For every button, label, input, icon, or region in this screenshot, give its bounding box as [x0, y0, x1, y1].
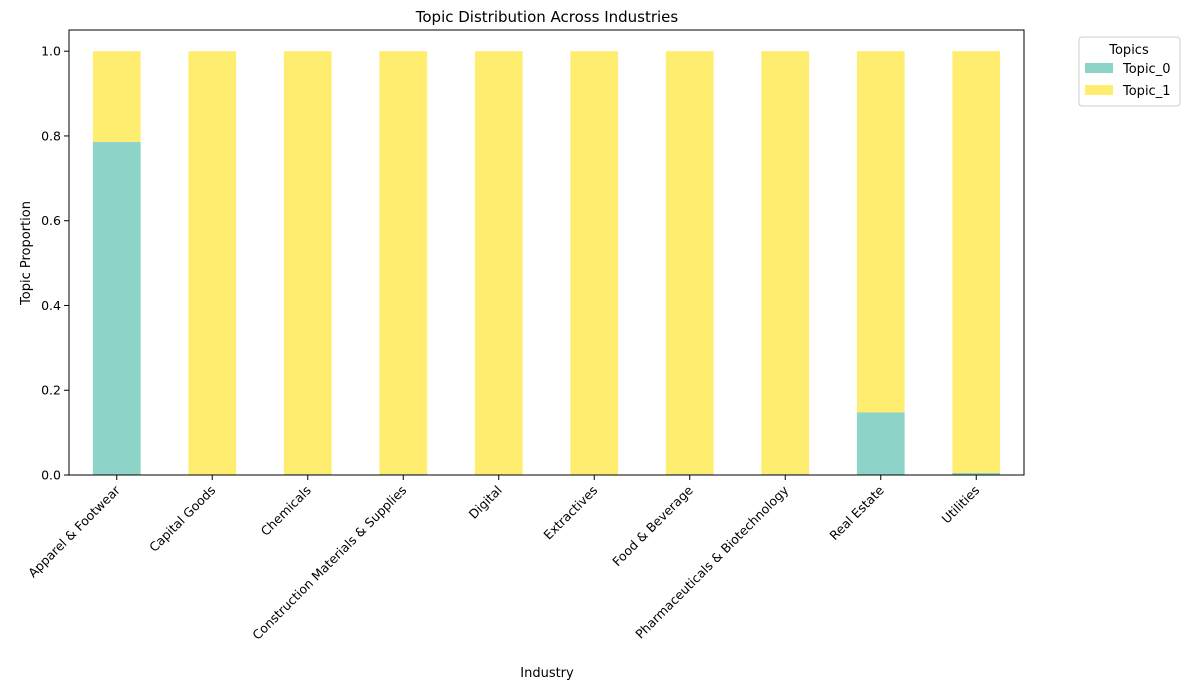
x-tick-label: Capital Goods — [146, 483, 218, 555]
bar-topic_1-8 — [856, 51, 905, 413]
y-tick-label: 0.8 — [41, 128, 61, 143]
x-tick-label: Real Estate — [826, 482, 887, 543]
x-tick-label: Pharmaceuticals & Biotechnology — [632, 482, 792, 642]
x-axis-label: Industry — [520, 666, 574, 681]
legend-title: Topics — [1108, 43, 1149, 58]
x-tick-label: Apparel & Footwear — [25, 482, 124, 581]
bar-topic_1-0 — [92, 51, 141, 142]
bar-topic_1-7 — [761, 51, 810, 475]
y-tick-label: 1.0 — [41, 44, 61, 59]
legend-label-topic_0: Topic_0 — [1122, 62, 1170, 77]
x-tick-label: Construction Materials & Supplies — [249, 483, 409, 643]
x-tick-label: Food & Beverage — [609, 482, 696, 569]
legend-label-topic_1: Topic_1 — [1122, 84, 1170, 99]
y-tick-label: 0.4 — [41, 298, 61, 313]
bar-topic_1-2 — [283, 51, 332, 475]
y-tick-label: 0.2 — [41, 383, 61, 398]
bar-topic_0-8 — [856, 412, 905, 475]
bar-topic_0-9 — [952, 472, 1001, 475]
bar-topic_1-6 — [665, 51, 714, 475]
y-tick-label: 0.0 — [41, 468, 61, 483]
bar-topic_1-9 — [952, 51, 1001, 473]
x-tick-label: Utilities — [938, 483, 982, 527]
legend-swatch-topic_0 — [1085, 63, 1113, 73]
bar-topic_0-0 — [92, 141, 141, 475]
x-axis: Apparel & Footwear Capital Goods Chemicals… — [25, 475, 982, 643]
legend-items: Topic_0 Topic_1 — [1085, 62, 1170, 99]
bar-topic_1-3 — [379, 51, 428, 475]
bar-topic_1-5 — [570, 51, 619, 475]
chart-title: Topic Distribution Across Industries — [415, 8, 679, 26]
legend-swatch-topic_1 — [1085, 85, 1113, 95]
x-tick-label: Extractives — [540, 483, 600, 543]
plot-frame — [68, 29, 1025, 476]
x-tick-label: Chemicals — [258, 483, 314, 539]
y-tick-label: 0.6 — [41, 213, 61, 228]
bar-topic_1-1 — [188, 51, 237, 475]
bar-topic_1-4 — [474, 51, 523, 475]
bars-layer — [92, 51, 1001, 475]
x-tick-label: Digital — [466, 483, 505, 522]
legend: Topics Topic_0 Topic_1 — [1078, 36, 1181, 107]
y-axis: 0.0 0.2 0.4 0.6 0.8 1.0 — [41, 44, 69, 483]
y-axis-label: Topic Proportion — [19, 201, 34, 306]
